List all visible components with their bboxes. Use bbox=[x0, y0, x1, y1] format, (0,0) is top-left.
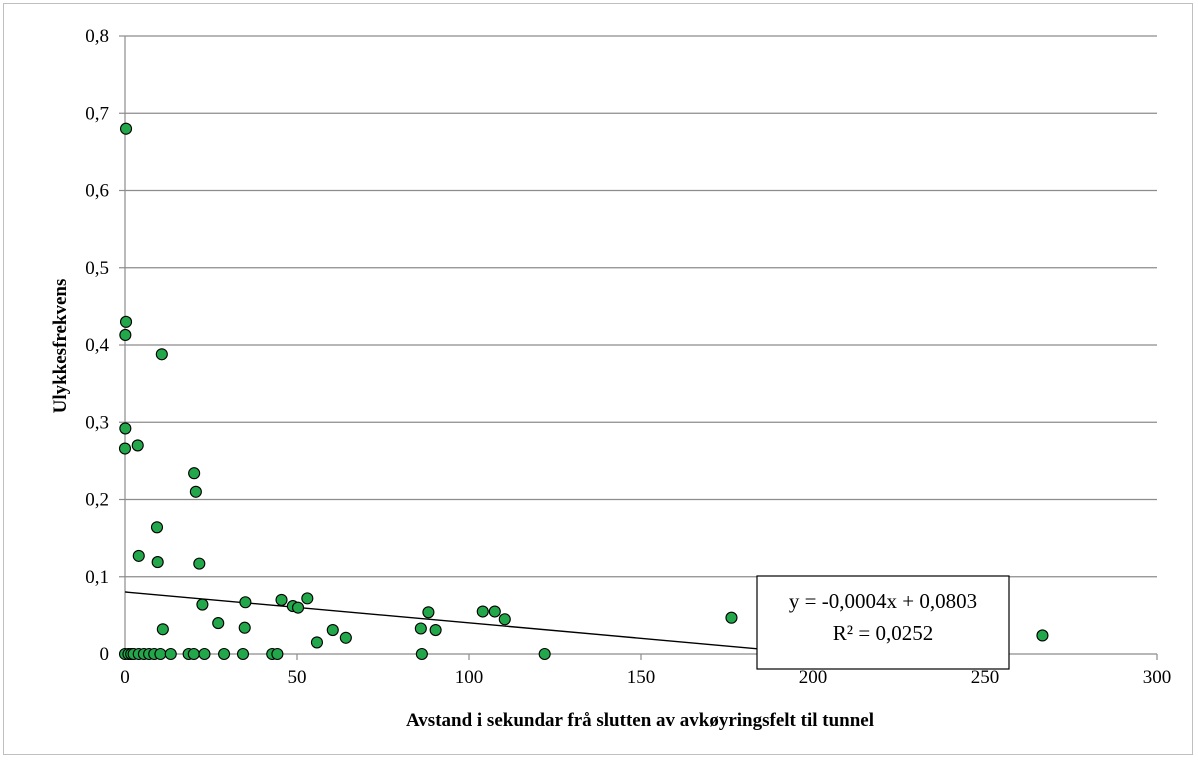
y-axis-title: Ulykkesfrekvens bbox=[50, 279, 71, 414]
data-point bbox=[119, 328, 132, 342]
data-point bbox=[498, 613, 511, 626]
y-tick-labels: 0 0,1 0,2 0,3 0,4 0,5 0,6 0,7 0,8 bbox=[85, 26, 109, 665]
data-point bbox=[339, 631, 352, 644]
data-point bbox=[119, 315, 133, 328]
x-tick-label: 0 bbox=[120, 667, 130, 688]
y-tick-label: 0,1 bbox=[85, 567, 109, 588]
data-point bbox=[193, 557, 206, 570]
trendline-group bbox=[124, 591, 816, 655]
x-tick-label: 250 bbox=[971, 667, 1000, 688]
data-point bbox=[236, 647, 250, 661]
data-point bbox=[187, 647, 200, 661]
data-point bbox=[196, 598, 209, 611]
data-point bbox=[212, 617, 225, 630]
data-point bbox=[291, 601, 305, 614]
x-axis-title: Avstand i sekundar frå slutten av avkøyr… bbox=[406, 710, 874, 731]
x-tick-label: 300 bbox=[1143, 667, 1172, 688]
y-tick-label: 0,8 bbox=[85, 26, 109, 47]
y-tick-label: 0,6 bbox=[85, 181, 109, 202]
axes bbox=[119, 35, 1158, 660]
trendline bbox=[124, 591, 816, 655]
data-point bbox=[119, 122, 133, 135]
y-tick-label: 0,2 bbox=[85, 490, 109, 511]
equation-box-frame bbox=[756, 575, 1010, 670]
data-point bbox=[488, 605, 501, 618]
y-tick-label: 0,5 bbox=[85, 258, 109, 279]
data-points bbox=[118, 122, 1049, 661]
data-point bbox=[476, 605, 489, 618]
data-point bbox=[198, 647, 211, 661]
data-point bbox=[1036, 629, 1049, 642]
x-tick-labels: 0 50 100 150 200 250 300 bbox=[120, 667, 1171, 688]
data-point bbox=[119, 422, 132, 435]
data-point bbox=[301, 592, 314, 605]
data-point bbox=[150, 521, 164, 534]
data-point bbox=[414, 622, 427, 635]
data-point bbox=[326, 624, 339, 637]
data-point bbox=[132, 549, 145, 562]
x-tick-label: 50 bbox=[288, 667, 307, 688]
data-point bbox=[118, 442, 132, 455]
trendline-equation: y = -0,0004x + 0,0803 bbox=[789, 589, 977, 613]
data-point bbox=[429, 624, 442, 637]
data-point bbox=[131, 439, 144, 452]
data-point bbox=[239, 596, 252, 609]
x-tick-label: 200 bbox=[799, 667, 828, 688]
y-tick-label: 0 bbox=[100, 644, 110, 665]
data-point bbox=[422, 606, 435, 619]
data-point bbox=[238, 621, 251, 634]
y-tick-label: 0,4 bbox=[85, 335, 109, 356]
y-tick-label: 0,7 bbox=[85, 103, 109, 124]
gridlines bbox=[125, 35, 1157, 578]
data-point bbox=[538, 647, 551, 661]
data-point bbox=[151, 556, 164, 569]
data-point bbox=[218, 647, 231, 661]
data-point bbox=[271, 647, 284, 661]
trendline-equation-box: y = -0,0004x + 0,0803 R² = 0,0252 bbox=[756, 575, 1010, 670]
data-point bbox=[188, 467, 201, 480]
trendline-r-squared: R² = 0,0252 bbox=[833, 621, 933, 645]
data-point bbox=[154, 647, 167, 661]
data-point bbox=[725, 611, 738, 624]
data-point bbox=[155, 348, 168, 361]
data-point bbox=[275, 593, 288, 606]
x-tick-label: 100 bbox=[455, 667, 484, 688]
data-point bbox=[189, 485, 202, 498]
y-tick-label: 0,3 bbox=[85, 412, 109, 433]
data-point bbox=[415, 647, 428, 661]
chart-frame bbox=[3, 3, 1193, 755]
data-point bbox=[156, 623, 169, 636]
x-tick-label: 150 bbox=[627, 667, 656, 688]
data-point bbox=[164, 647, 177, 661]
data-point bbox=[310, 636, 324, 649]
